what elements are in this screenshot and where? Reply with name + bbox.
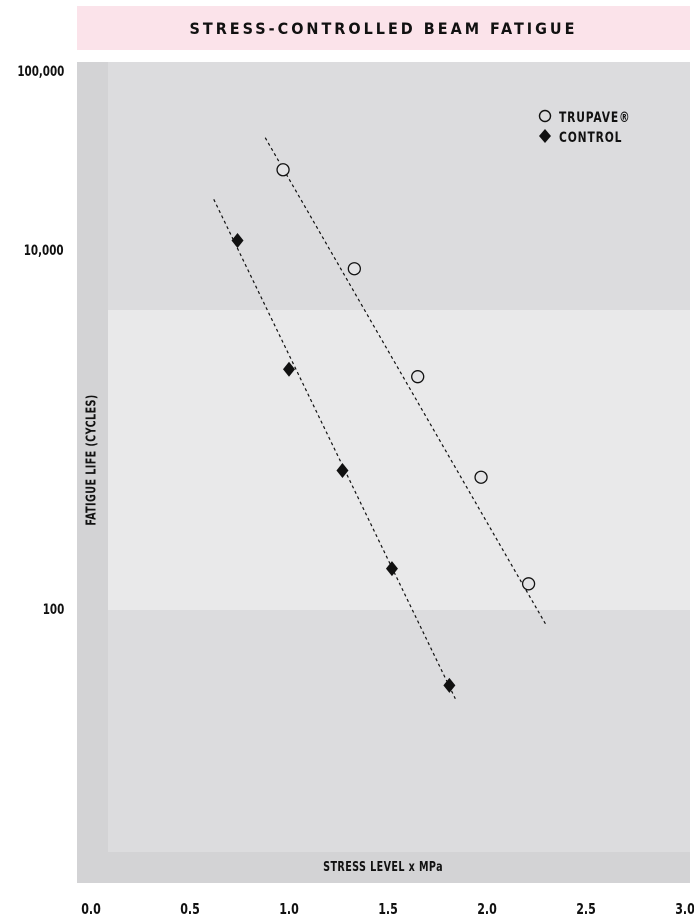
open-circle-icon	[537, 109, 553, 127]
filled-diamond-icon	[537, 128, 553, 148]
data-point-control	[231, 232, 244, 248]
title-bar: STRESS-CONTROLLED BEAM FATIGUE	[77, 6, 690, 50]
trendline-trupave	[264, 137, 547, 626]
data-point-trupave	[474, 470, 488, 484]
x-tick-label: 0.5	[180, 900, 200, 918]
legend-label-trupave: TRUPAVE®	[559, 110, 631, 126]
plot-background-upper	[108, 62, 690, 310]
legend: TRUPAVE® CONTROL	[537, 108, 643, 148]
x-tick-label: 2.5	[576, 900, 596, 918]
x-axis-band: STRESS LEVEL x MPa	[77, 852, 690, 883]
y-tick-label: 10,000	[24, 243, 64, 260]
trendline-control	[213, 199, 456, 700]
x-tick-label: 1.0	[279, 900, 299, 918]
data-point-trupave	[347, 262, 361, 276]
plot-background-highlight-band	[108, 310, 690, 610]
plot-background-lower	[108, 610, 690, 852]
y-tick-label: 100	[42, 602, 64, 618]
data-point-control	[443, 677, 456, 693]
legend-item-control: CONTROL	[537, 128, 643, 148]
legend-item-trupave: TRUPAVE®	[537, 108, 643, 128]
data-point-control	[385, 561, 398, 577]
data-point-trupave	[521, 577, 536, 591]
data-point-control	[336, 462, 349, 478]
data-point-control	[283, 361, 295, 377]
x-tick-label: 0.0	[81, 900, 101, 918]
data-point-trupave	[276, 163, 290, 177]
chart-title: STRESS-CONTROLLED BEAM FATIGUE	[189, 18, 578, 38]
data-point-trupave	[411, 370, 425, 384]
x-axis-label: STRESS LEVEL x MPa	[323, 860, 444, 875]
y-tick-label: 100,000	[16, 64, 64, 80]
legend-label-control: CONTROL	[559, 130, 623, 146]
y-axis-band	[77, 62, 108, 852]
x-tick-label: 2.0	[477, 900, 497, 918]
x-tick-label: 3.0	[675, 900, 694, 918]
x-tick-label: 1.5	[378, 900, 398, 918]
